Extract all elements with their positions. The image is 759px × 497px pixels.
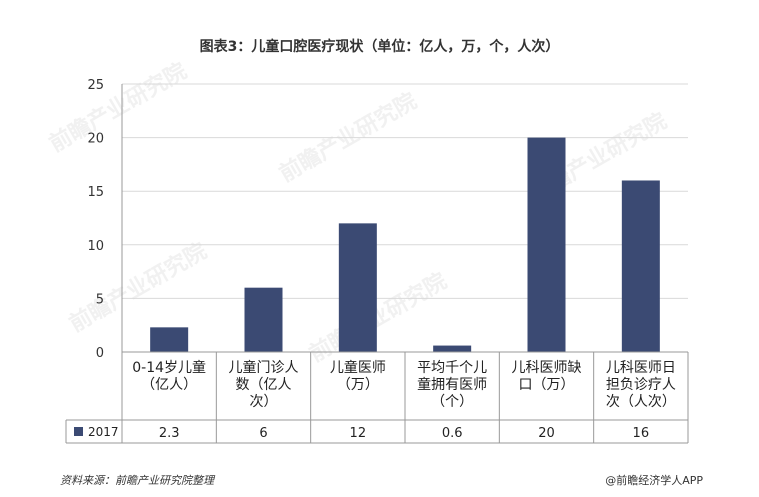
bar bbox=[433, 345, 472, 352]
category-label: 担负诊疗人 bbox=[606, 377, 676, 393]
y-tick-label: 20 bbox=[87, 132, 104, 147]
category-label: 儿科医师日 bbox=[606, 360, 676, 376]
bar bbox=[621, 180, 660, 352]
bar bbox=[150, 327, 189, 352]
y-tick-label: 25 bbox=[87, 78, 104, 93]
credit-note: @前瞻经济学人APP bbox=[605, 474, 703, 487]
category-label: （万） bbox=[337, 377, 379, 393]
category-label: 儿童门诊人 bbox=[229, 359, 299, 376]
legend-label: 2017 bbox=[88, 425, 119, 439]
chart-title: 图表3：儿童口腔医疗现状（单位：亿人，万，个，人次） bbox=[199, 39, 560, 55]
category-label: 童拥有医师 bbox=[417, 376, 487, 393]
category-label: 儿科医师缺 bbox=[512, 360, 582, 376]
legend-swatch bbox=[74, 427, 83, 436]
category-label: 口（万） bbox=[519, 377, 575, 393]
data-table-value: 20 bbox=[538, 426, 555, 441]
category-label: 儿童医师 bbox=[330, 359, 386, 376]
category-label: 平均千个儿 bbox=[417, 360, 487, 376]
y-tick-label: 0 bbox=[96, 346, 104, 361]
data-table-value: 2.3 bbox=[159, 426, 180, 441]
category-label: 0-14岁儿童 bbox=[132, 359, 206, 376]
bar bbox=[244, 287, 283, 352]
data-table-value: 16 bbox=[633, 426, 650, 441]
category-label: 次（人次） bbox=[606, 394, 676, 410]
y-tick-label: 15 bbox=[87, 185, 104, 200]
category-label: 数（亿人 bbox=[236, 377, 292, 393]
data-table-value: 12 bbox=[350, 426, 367, 441]
y-tick-label: 5 bbox=[96, 292, 104, 307]
category-label: （亿人） bbox=[141, 377, 197, 393]
data-table-value: 6 bbox=[259, 426, 267, 441]
data-table-value: 0.6 bbox=[442, 426, 463, 441]
category-label: （个） bbox=[431, 394, 473, 410]
category-label: 次） bbox=[250, 394, 278, 410]
bar bbox=[527, 137, 566, 352]
source-note: 资料来源：前瞻产业研究院整理 bbox=[60, 474, 214, 487]
y-tick-label: 10 bbox=[87, 239, 104, 254]
bar bbox=[338, 223, 377, 352]
